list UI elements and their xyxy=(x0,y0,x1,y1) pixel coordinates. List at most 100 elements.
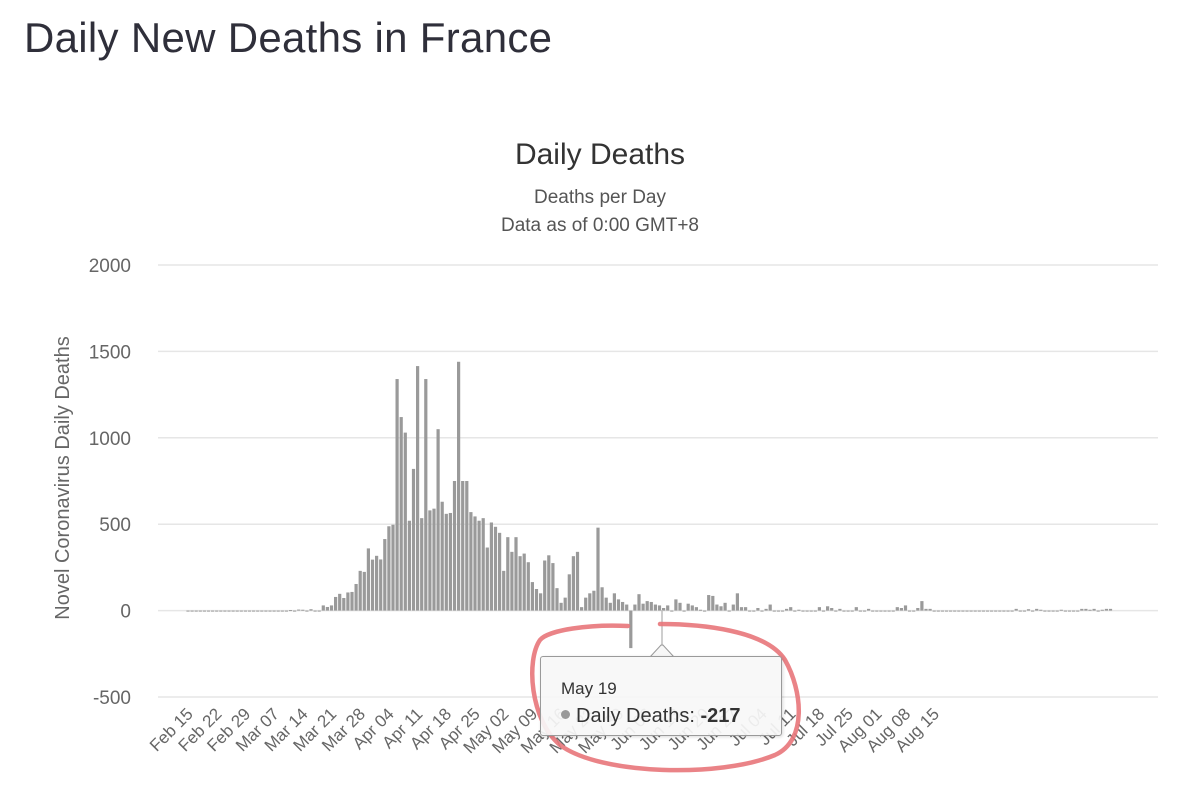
bar xyxy=(924,608,928,611)
bar xyxy=(440,501,444,611)
bar xyxy=(629,610,633,649)
bar xyxy=(411,468,416,611)
bar xyxy=(703,610,707,612)
bar xyxy=(276,610,280,612)
bar xyxy=(1026,609,1031,611)
bar xyxy=(379,559,383,611)
bar xyxy=(231,610,235,612)
bar xyxy=(1055,610,1059,612)
bar xyxy=(838,608,842,611)
bar xyxy=(1035,608,1039,611)
y-tick-label: 0 xyxy=(120,602,131,623)
bar xyxy=(243,610,247,612)
bar xyxy=(370,559,375,611)
bar xyxy=(1100,609,1104,611)
bar xyxy=(1084,608,1088,611)
bar xyxy=(547,555,551,611)
bar xyxy=(612,593,616,611)
bar xyxy=(739,607,744,611)
bar xyxy=(305,610,309,612)
bar xyxy=(288,610,293,612)
bar xyxy=(1092,608,1096,611)
bar xyxy=(596,527,600,611)
bar xyxy=(662,608,666,611)
bar xyxy=(272,610,276,612)
bar xyxy=(969,610,973,612)
bar xyxy=(457,361,461,611)
bar xyxy=(1067,610,1072,612)
bar xyxy=(600,587,604,611)
bar xyxy=(727,610,731,612)
bar xyxy=(1002,610,1006,612)
bar xyxy=(329,605,334,611)
bar xyxy=(534,589,539,611)
bar xyxy=(797,609,801,611)
bar xyxy=(346,592,350,611)
y-tick-label: -500 xyxy=(93,688,131,709)
bar xyxy=(358,570,362,611)
bar xyxy=(903,605,908,611)
bar xyxy=(1076,610,1080,612)
bar xyxy=(752,610,756,612)
bar xyxy=(539,593,543,611)
bar xyxy=(354,583,358,611)
bar xyxy=(1051,610,1055,612)
bar xyxy=(891,610,895,612)
bar xyxy=(571,556,575,611)
bar xyxy=(1031,610,1035,612)
bar xyxy=(543,560,547,611)
bar xyxy=(801,610,805,612)
bar xyxy=(604,597,608,611)
bar xyxy=(670,610,674,612)
bar xyxy=(580,607,584,611)
bar xyxy=(990,610,994,612)
bar xyxy=(395,379,399,611)
bar xyxy=(1108,608,1113,611)
bar xyxy=(297,609,301,611)
bar xyxy=(461,481,465,611)
bar xyxy=(317,610,321,612)
bar xyxy=(383,539,387,611)
bar xyxy=(780,610,785,612)
bar xyxy=(375,555,379,611)
bar xyxy=(452,481,457,611)
bar xyxy=(481,518,485,611)
bar xyxy=(645,601,649,611)
bar xyxy=(916,608,920,611)
bar xyxy=(936,610,940,612)
bar xyxy=(592,590,596,611)
bar xyxy=(444,513,448,611)
bar xyxy=(465,481,469,611)
bar xyxy=(284,610,288,612)
bar xyxy=(309,609,313,611)
bar xyxy=(416,366,420,611)
bar xyxy=(944,610,949,612)
tooltip-date: May 19 xyxy=(561,679,617,698)
bar xyxy=(473,516,477,611)
bar xyxy=(239,610,243,612)
bar xyxy=(448,512,452,611)
bar xyxy=(436,429,440,611)
bar xyxy=(432,508,436,611)
bar xyxy=(678,602,682,611)
bar xyxy=(489,522,493,611)
bar xyxy=(895,607,899,611)
bar xyxy=(899,608,903,611)
bar xyxy=(206,610,211,612)
bar xyxy=(1039,609,1043,611)
page-title: Daily New Deaths in France xyxy=(24,14,553,61)
bar xyxy=(920,601,924,611)
bar xyxy=(698,609,703,611)
bar xyxy=(268,610,272,612)
bar xyxy=(973,610,977,612)
bar xyxy=(912,610,916,612)
bar xyxy=(342,597,346,611)
bar xyxy=(555,588,559,611)
y-axis-label: Novel Coronavirus Daily Deaths xyxy=(52,336,74,619)
bar xyxy=(264,610,268,612)
bar xyxy=(514,537,518,611)
bar xyxy=(202,610,206,612)
bar xyxy=(1006,610,1010,612)
series-dot-icon xyxy=(561,710,570,720)
bar xyxy=(219,610,223,612)
